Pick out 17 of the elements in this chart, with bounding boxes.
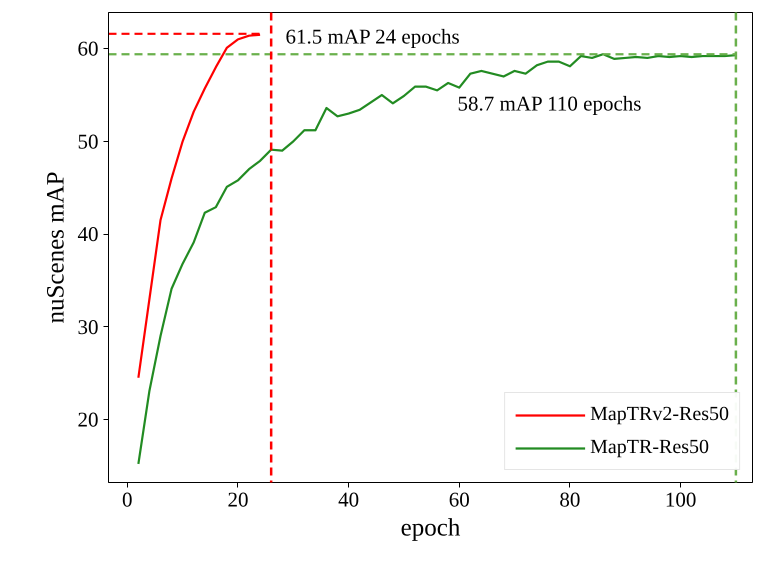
y-tick-label: 30 (78, 314, 98, 339)
legend-label: MapTR-Res50 (590, 436, 709, 459)
annotation: 58.7 mAP 110 epochs (458, 92, 642, 116)
annotation: 61.5 mAP 24 epochs (286, 24, 460, 48)
x-tick-label: 0 (122, 488, 133, 512)
x-tick-label: 100 (664, 488, 696, 512)
x-tick-label: 40 (338, 488, 360, 512)
y-tick-label: 40 (78, 222, 98, 246)
x-tick-label: 20 (227, 488, 248, 512)
y-tick-label: 50 (78, 129, 98, 154)
x-tick-label: 80 (559, 488, 580, 512)
x-axis-title: epoch (400, 514, 461, 542)
y-tick-label: 20 (78, 407, 98, 432)
legend-label: MapTRv2-Res50 (590, 403, 729, 426)
x-tick-label: 60 (448, 488, 470, 512)
y-tick-label: 60 (78, 36, 98, 61)
y-axis-title: nuScenes mAP (42, 171, 70, 324)
